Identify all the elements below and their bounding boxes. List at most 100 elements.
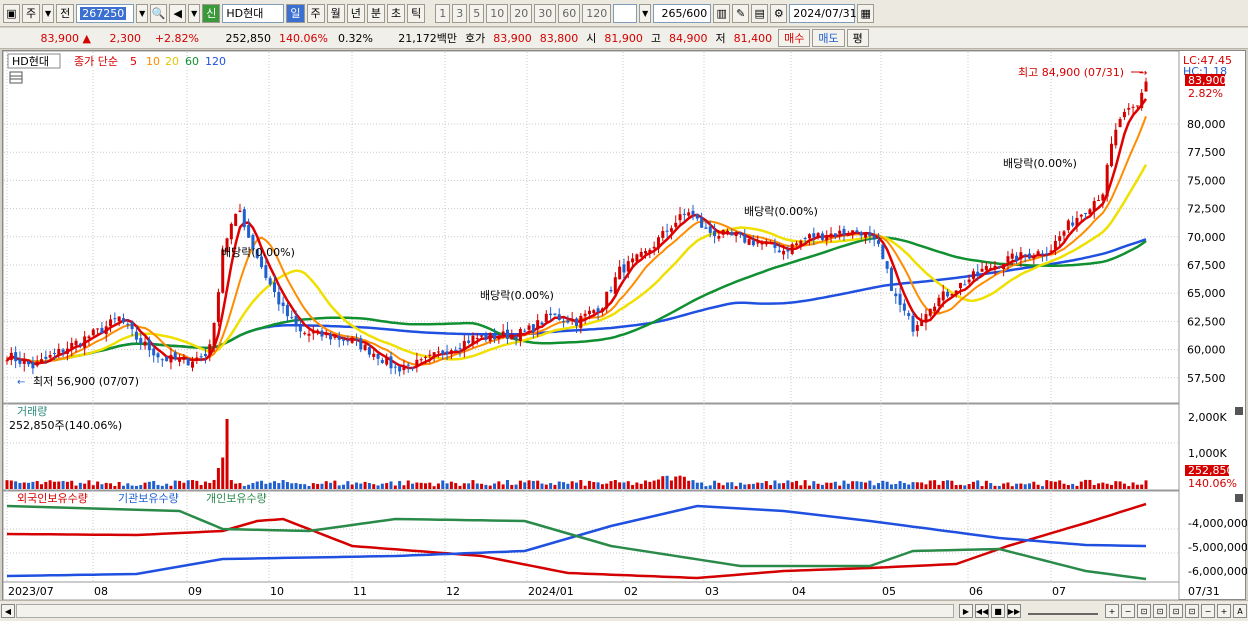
sell-button[interactable]: 매도 [812,29,845,47]
interval-20[interactable]: 20 [510,3,533,23]
candle-body [9,352,13,360]
tab-tick[interactable]: 틱 [407,3,426,23]
zoom-slider[interactable] [1028,607,1098,615]
ask-price: 83,900 [493,31,532,45]
volume-bar [976,480,980,489]
name-field[interactable]: HD현대 [222,3,285,23]
interval-5[interactable]: 5 [469,3,485,23]
calendar-icon[interactable]: ▦ [857,3,875,23]
code-dropdown-icon[interactable]: ▼ [136,3,149,23]
stop-icon[interactable]: ■ [991,604,1005,618]
volume-bars [5,419,1148,489]
play-icon[interactable]: ▶▶ [1007,604,1021,618]
volume-bar [704,486,708,489]
interval-10[interactable]: 10 [486,3,509,23]
tab-minute[interactable]: 분 [366,3,385,23]
interval-30[interactable]: 30 [534,3,557,23]
market-select[interactable]: 주 [22,3,41,23]
buy-button[interactable]: 매수 [778,29,811,47]
zoom-out-icon[interactable]: − [1121,604,1135,618]
speaker-icon[interactable]: ◀ [169,3,187,23]
scroll-track[interactable] [16,604,954,618]
candle-body [553,313,557,315]
candle-body [596,308,600,313]
minus-icon[interactable]: − [1201,604,1215,618]
plus-icon[interactable]: + [1217,604,1231,618]
candle-body [527,325,531,330]
candle-body [1002,263,1006,270]
draw-icon[interactable]: ✎ [732,3,750,23]
eval-button[interactable]: 평 [846,29,869,47]
font-size-icon[interactable]: A [1233,604,1247,618]
search-icon[interactable]: 🔍 [150,3,168,23]
code-input[interactable]: 267250 [76,3,135,23]
tab-second[interactable]: 초 [387,3,406,23]
prev-button[interactable]: 전 [56,3,75,23]
candle-body [575,318,578,326]
price-panel[interactable] [2,50,1180,404]
interval-3[interactable]: 3 [452,3,468,23]
tool-icon-4[interactable]: ⊡ [1185,604,1199,618]
candle-body [449,350,453,355]
zoom-in-icon[interactable]: + [1105,604,1119,618]
tab-week[interactable]: 주 [306,3,325,23]
scroll-right-icon[interactable]: ▶ [959,604,973,618]
chart-area[interactable]: HD현대 종가 단순 5 10 20 60 120 LC:47.45 HC:1.… [2,50,1248,601]
holder-panel[interactable] [2,490,1180,583]
tool-icon-3[interactable]: ⊡ [1169,604,1183,618]
candle-body [859,232,863,236]
candle-body [333,336,337,338]
new-badge[interactable]: 신 [202,3,221,23]
volume-bar [398,481,402,489]
first-icon[interactable]: ◀◀ [975,604,989,618]
interval-60[interactable]: 60 [558,3,581,23]
candle-body [307,333,311,336]
tab-day[interactable]: 일 [286,3,305,23]
legend-ma-label: 종가 단순 [74,55,118,68]
date-input[interactable]: 2024/07/31 [789,3,857,23]
layout-icon[interactable]: ▣ [3,3,20,23]
candle-body [868,232,872,237]
count-input[interactable]: 265/600 [653,3,712,23]
legend-ma120: 120 [205,55,226,68]
volume-panel[interactable] [2,403,1180,491]
scroll-bar[interactable]: ◀ ▶ ◀◀ ■ ▶▶ + − ⊡ ⊡ ⊡ ⊡ − + A [0,600,1248,621]
candle-body [493,333,497,340]
save-icon[interactable]: ▤ [751,3,769,23]
candle-body [687,212,691,216]
candle-body [579,315,583,328]
candle-body [324,333,328,336]
candle-icon[interactable]: ▥ [713,3,731,23]
candle-body [549,313,553,316]
tab-month[interactable]: 월 [326,3,345,23]
interval-custom-input[interactable] [613,3,638,23]
chevron-down-icon[interactable]: ▼ [42,3,55,23]
chart-svg[interactable]: HD현대 종가 단순 5 10 20 60 120 LC:47.45 HC:1.… [2,50,1248,601]
legend-name-box[interactable] [7,53,61,69]
holder-panel-close-icon[interactable] [1235,494,1243,502]
scroll-left-icon[interactable]: ◀ [1,604,15,618]
interval-dropdown-icon[interactable]: ▼ [639,3,652,23]
tool-icon-2[interactable]: ⊡ [1153,604,1167,618]
candle-body [83,336,87,348]
candle-body [398,366,402,372]
candle-body [851,230,855,235]
table-icon[interactable] [9,71,23,84]
interval-1[interactable]: 1 [435,3,451,23]
gear-icon[interactable]: ⚙ [770,3,788,23]
speaker-dropdown-icon[interactable]: ▼ [188,3,201,23]
interval-120[interactable]: 120 [582,3,612,23]
candle-body [156,353,160,358]
tab-year[interactable]: 년 [346,3,365,23]
candle-body [497,337,501,339]
tool-icon-1[interactable]: ⊡ [1137,604,1151,618]
legend-ma5: 5 [130,55,137,68]
candle-body [1023,254,1027,256]
volume-panel-close-icon[interactable] [1235,407,1243,415]
candle-body [924,314,928,323]
volume-bar [74,485,78,489]
candle-body [540,322,544,325]
volume-bar [631,484,635,489]
volume-bar [708,485,712,489]
candle-body [695,214,699,219]
